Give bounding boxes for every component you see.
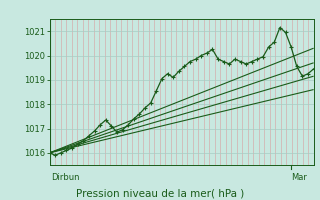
Text: Pression niveau de la mer( hPa ): Pression niveau de la mer( hPa )	[76, 188, 244, 198]
Text: Dirbun: Dirbun	[51, 173, 80, 182]
Text: Mar: Mar	[291, 173, 307, 182]
